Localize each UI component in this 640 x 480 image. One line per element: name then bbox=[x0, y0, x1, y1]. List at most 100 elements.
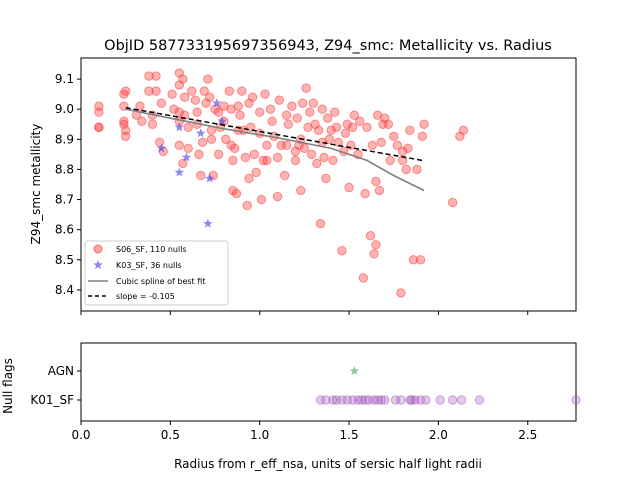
s06-point bbox=[240, 152, 251, 163]
s06-point bbox=[340, 128, 351, 138]
null-flags-plot: AGN K01_SF 0.0 0.5 1.0 1.5 2.0 2.5 bbox=[30, 342, 581, 442]
k01-point bbox=[337, 395, 347, 405]
k01-point bbox=[347, 395, 358, 405]
s06-point bbox=[367, 140, 377, 151]
s06-point bbox=[204, 92, 215, 102]
category-label: AGN bbox=[48, 364, 74, 378]
s06-point bbox=[233, 101, 243, 111]
s06-point bbox=[297, 98, 308, 108]
s06-point bbox=[178, 158, 188, 169]
s06-point bbox=[360, 188, 370, 199]
k01-point bbox=[342, 395, 352, 405]
k01-point bbox=[474, 395, 485, 405]
s06-point bbox=[260, 89, 270, 99]
s06-point bbox=[144, 86, 154, 96]
k01-point bbox=[396, 395, 406, 405]
s06-point bbox=[292, 113, 302, 123]
s06-point bbox=[362, 122, 372, 132]
s06-point bbox=[229, 143, 240, 154]
k03-point bbox=[174, 122, 185, 132]
s06-point bbox=[376, 137, 386, 148]
s06-point bbox=[94, 122, 104, 132]
s06-point bbox=[308, 98, 319, 108]
s06-point bbox=[342, 119, 352, 129]
s06-point bbox=[267, 116, 277, 126]
k01-point bbox=[415, 395, 426, 405]
legend-label-s06: S06_SF, 110 nulls bbox=[116, 245, 187, 254]
y-tick-label: 8.7 bbox=[55, 193, 74, 207]
s06-point bbox=[242, 200, 252, 211]
s06-point bbox=[151, 86, 161, 96]
s06-point bbox=[365, 231, 376, 241]
s06-point bbox=[213, 107, 224, 117]
s06-point bbox=[447, 197, 458, 208]
s06-point bbox=[355, 116, 365, 126]
s06-point bbox=[349, 110, 360, 120]
s06-point bbox=[331, 122, 342, 132]
s06-point bbox=[347, 122, 358, 132]
s06-point bbox=[235, 110, 245, 120]
s06-point bbox=[385, 155, 395, 166]
x-tick-label: 0.5 bbox=[161, 428, 180, 442]
s06-point bbox=[94, 107, 104, 117]
s06-point bbox=[224, 86, 235, 96]
k01-point bbox=[447, 395, 458, 405]
s06-point bbox=[237, 86, 247, 96]
s06-point bbox=[247, 92, 258, 102]
k01-point bbox=[353, 395, 363, 405]
s06-point bbox=[249, 149, 260, 160]
k01-point bbox=[331, 395, 342, 405]
s06-point bbox=[203, 74, 213, 84]
s06-point bbox=[183, 143, 193, 154]
s06-point bbox=[196, 170, 206, 181]
y-tick-label: 9.1 bbox=[55, 72, 74, 86]
s06-point bbox=[315, 218, 326, 229]
x-tick-label: 2.0 bbox=[429, 428, 448, 442]
legend-label-slope: slope = -0.105 bbox=[116, 292, 175, 301]
s06-point bbox=[408, 255, 419, 265]
s06-point bbox=[251, 167, 261, 178]
y-axis-label: Z94_smc metallicity bbox=[29, 124, 43, 245]
main-plot: 8.4 8.5 8.6 8.7 8.8 8.9 9.0 9.1 bbox=[55, 57, 577, 315]
s06-point bbox=[324, 134, 335, 145]
s06-point bbox=[119, 116, 129, 126]
s06-point bbox=[228, 155, 238, 166]
x-axis-label: Radius from r_eff_nsa, units of sersic h… bbox=[174, 457, 482, 471]
s06-point bbox=[256, 194, 267, 205]
s06-point bbox=[274, 95, 285, 105]
s06-point bbox=[119, 89, 129, 99]
s06-point bbox=[401, 164, 411, 175]
k01-point bbox=[369, 395, 379, 405]
s06-point bbox=[231, 188, 242, 199]
k03-point bbox=[174, 167, 185, 177]
k01-point bbox=[356, 395, 367, 405]
legend-marker-k03 bbox=[93, 260, 103, 270]
k01-point bbox=[372, 395, 383, 405]
s06-point bbox=[187, 86, 197, 96]
s06-point bbox=[374, 185, 385, 196]
s06-point bbox=[199, 86, 210, 96]
s06-point bbox=[255, 107, 265, 117]
s06-point bbox=[301, 83, 311, 93]
s06-point bbox=[135, 101, 145, 111]
s06-point bbox=[137, 116, 147, 126]
s06-point bbox=[255, 128, 265, 138]
s06-point bbox=[305, 107, 315, 117]
legend-box bbox=[84, 240, 229, 306]
s06-point bbox=[265, 104, 276, 114]
s06-point bbox=[344, 182, 354, 193]
s06-point bbox=[262, 140, 272, 151]
y-tick-label: 8.4 bbox=[55, 283, 74, 297]
s06-point bbox=[280, 170, 290, 181]
agn-point bbox=[349, 366, 360, 376]
k01-point bbox=[435, 395, 445, 405]
k01-point bbox=[380, 395, 390, 405]
s06-point bbox=[281, 110, 292, 120]
x-tick-label: 1.0 bbox=[250, 428, 269, 442]
s06-point bbox=[312, 158, 322, 169]
s06-point bbox=[221, 134, 231, 145]
s06-point bbox=[151, 71, 161, 81]
s06-point bbox=[358, 273, 369, 283]
s06-point bbox=[174, 107, 184, 117]
k03-point bbox=[181, 152, 192, 162]
